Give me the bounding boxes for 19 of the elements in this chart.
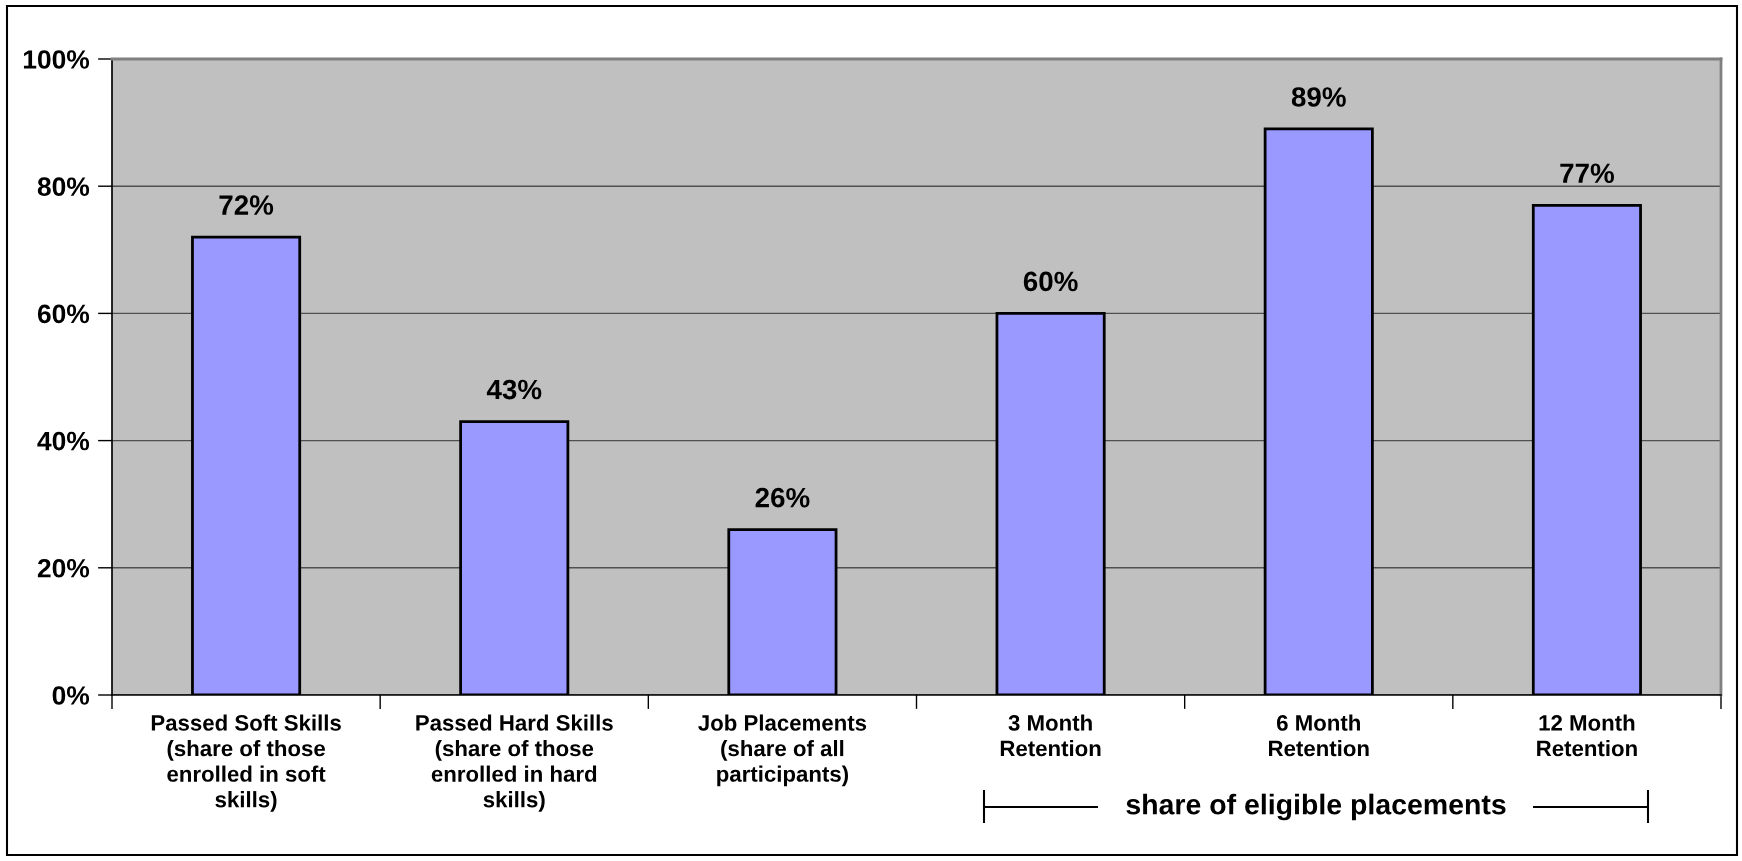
x-tick-label: 12 Month Retention (1537, 714, 1637, 757)
data-label: 43% (486, 379, 542, 400)
x-tick-label: Passed Hard Skills (share of those enrolled in hard skills) (416, 714, 613, 812)
x-tick-label: 3 Month Retention (1000, 714, 1101, 757)
text: share of eligible placements (1126, 793, 1506, 821)
x-tick-label: Passed Soft Skills (share of those enrolled in soft skills) (151, 714, 341, 812)
data-label: 77% (1560, 163, 1614, 184)
data-label: 60% (1023, 271, 1078, 292)
y-tick-label: 80% (37, 177, 90, 197)
y-tick-label: 40% (37, 431, 90, 451)
data-label: 72% (219, 195, 274, 215)
y-tick-label: 0% (52, 686, 90, 705)
y-tick-label: 100% (23, 50, 90, 69)
x-tick-label: Job Placements (share of all participants) (698, 714, 867, 787)
x-tick-label: 6 Month Retention (1269, 714, 1369, 757)
y-tick-label: 60% (37, 304, 90, 324)
data-label: 26% (755, 487, 810, 508)
data-label: 89% (1291, 87, 1346, 107)
y-tick-label: 20% (37, 558, 90, 578)
